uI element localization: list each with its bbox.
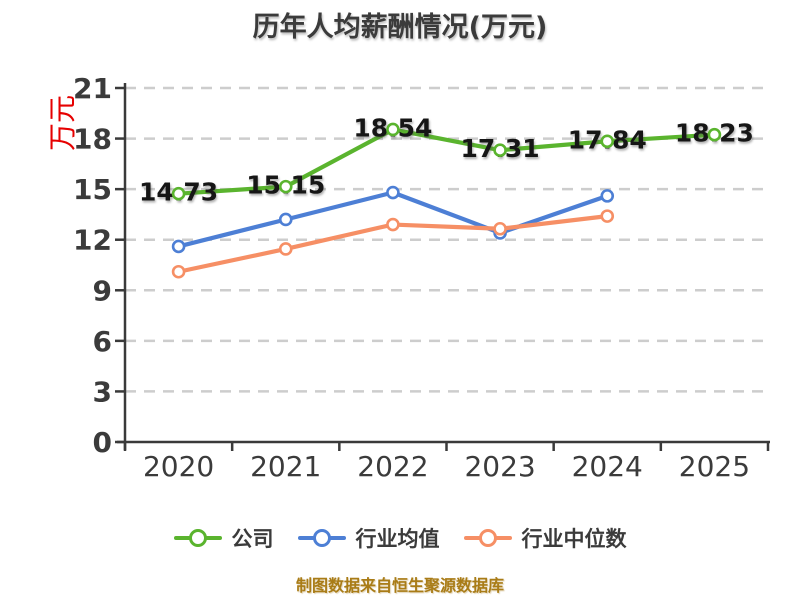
y-tick-label: 18 — [73, 123, 112, 156]
company-line-marker-icon — [173, 526, 222, 550]
data-point — [386, 217, 400, 232]
legend-item-industry-median: 行业中位数 — [463, 523, 627, 553]
x-tick-label: 2024 — [572, 450, 643, 483]
y-tick-label: 21 — [73, 72, 112, 105]
data-point — [493, 143, 507, 158]
x-tick-label: 2022 — [357, 450, 428, 483]
series-line-0 — [176, 127, 717, 196]
data-point — [600, 189, 615, 203]
line-chart: 03691215182120202021202220232024202514.7… — [73, 72, 770, 483]
chart-title: 历年人均薪酬情况(万元) — [252, 12, 548, 43]
industry-average-line-marker-icon — [297, 526, 346, 550]
legend: 公司 行业均值 行业中位数 — [0, 522, 800, 554]
data-point — [278, 242, 293, 256]
legend-item-company: 公司 — [173, 523, 274, 553]
legend-label-company: 公司 — [231, 527, 274, 551]
data-point — [493, 221, 507, 236]
legend-label-industry-median: 行业中位数 — [521, 527, 627, 551]
data-point — [386, 185, 400, 200]
data-point — [278, 179, 293, 194]
industry-median-line-marker-icon — [463, 526, 512, 550]
y-tick-label: 3 — [93, 375, 112, 408]
legend-label-industry-average: 行业均值 — [355, 527, 440, 551]
x-tick-label: 2025 — [679, 450, 750, 483]
y-tick-label: 12 — [73, 224, 112, 257]
data-point — [171, 186, 186, 201]
data-point — [707, 127, 722, 142]
x-tick-label: 2021 — [250, 450, 321, 483]
y-tick-label: 15 — [73, 173, 112, 206]
data-point — [386, 122, 400, 137]
data-point — [600, 134, 615, 149]
y-tick-label: 0 — [93, 426, 112, 459]
data-point — [278, 212, 293, 227]
legend-item-industry-average: 行业均值 — [297, 523, 440, 553]
y-tick-label: 9 — [93, 274, 112, 307]
data-point — [171, 264, 186, 279]
data-point — [171, 239, 186, 254]
data-point — [600, 209, 615, 223]
x-tick-label: 2020 — [143, 450, 214, 483]
data-source-note: 制图数据来自恒生聚源数据库 — [295, 576, 504, 595]
y-tick-label: 6 — [93, 325, 112, 358]
x-tick-label: 2023 — [464, 450, 535, 483]
